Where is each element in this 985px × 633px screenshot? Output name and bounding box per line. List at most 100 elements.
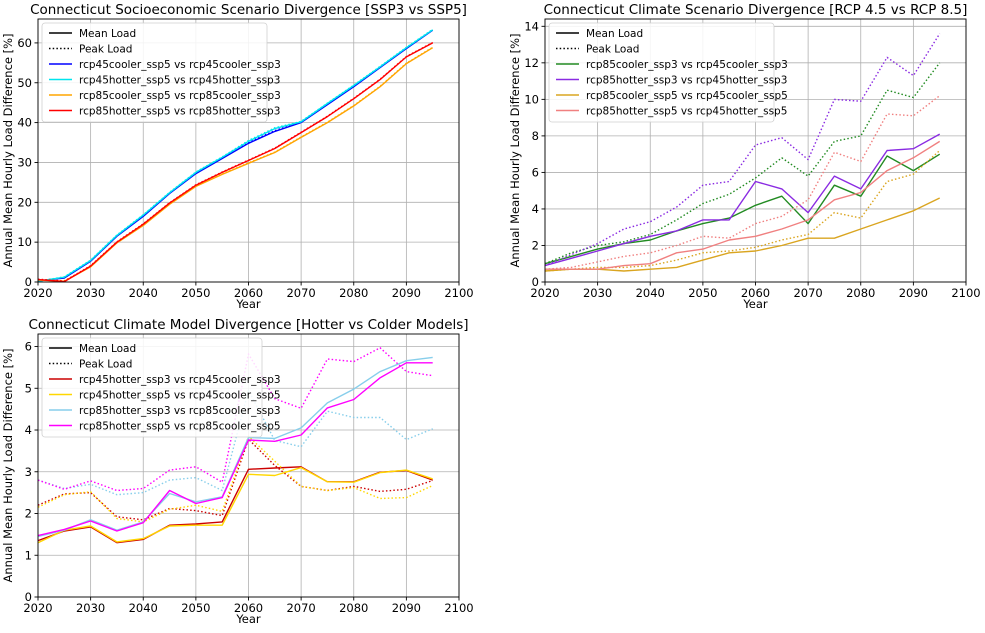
- y-tick-label: 10: [524, 92, 539, 106]
- legend-entry: rcp45hotter_ssp5 vs rcp45hotter_ssp3: [79, 75, 280, 87]
- x-tick-label: 2060: [741, 286, 770, 300]
- y-tick-label: 8: [532, 129, 539, 143]
- y-tick-label: 2: [532, 238, 539, 252]
- legend-entry: rcp85cooler_ssp5 vs rcp45cooler_ssp5: [586, 90, 788, 102]
- legend-box: [41, 337, 263, 438]
- series-line-mean-5: [544, 197, 941, 272]
- series-line-peak-8: [37, 347, 433, 492]
- y-tick-label: 4: [25, 423, 32, 437]
- y-tick-label: 20: [17, 195, 32, 209]
- series-line-peak-4: [37, 435, 433, 523]
- x-tick-label: 2080: [846, 286, 875, 300]
- legend-entry: rcp85hotter_ssp5 vs rcp85cooler_ssp5: [79, 421, 281, 433]
- legend-entry: rcp85cooler_ssp3 vs rcp45cooler_ssp3: [586, 59, 788, 71]
- x-tick-label: 2050: [688, 286, 717, 300]
- legend-entry: Mean Load: [586, 28, 643, 40]
- series-line-peak-8: [544, 95, 941, 270]
- series-line-peak-4: [544, 33, 941, 267]
- legend-entry: Peak Load: [79, 44, 132, 56]
- y-tick-label: 10: [17, 235, 32, 249]
- y-tick-label: 14: [524, 19, 539, 33]
- chart-title: Connecticut Climate Scenario Divergence …: [544, 2, 968, 18]
- x-tick-label: 2040: [129, 286, 158, 300]
- series-line-peak-8: [37, 41, 434, 282]
- y-tick-label: 3: [25, 465, 32, 479]
- series-line-mean-7: [37, 362, 433, 537]
- legend-entry: rcp85hotter_ssp5 vs rcp85hotter_ssp3: [79, 106, 280, 118]
- series-line-peak-4: [37, 28, 434, 282]
- x-tick-label: 2100: [951, 286, 980, 300]
- legend-entry: rcp85hotter_ssp3 vs rcp85cooler_ssp3: [79, 405, 281, 417]
- x-tick-label: 2030: [76, 286, 105, 300]
- x-tick-label: 2020: [23, 601, 52, 615]
- series-line-peak-6: [544, 149, 941, 272]
- y-tick-label: 6: [25, 340, 32, 354]
- series-line-mean-1: [37, 466, 433, 544]
- legend-entry: rcp85hotter_ssp5 vs rcp45hotter_ssp5: [586, 106, 787, 118]
- y-tick-label: 0: [532, 275, 539, 289]
- y-axis-label: Annual Mean Hourly Load Difference [%]: [1, 33, 15, 267]
- series-line-mean-7: [545, 140, 941, 270]
- x-tick-label: 2090: [392, 286, 421, 300]
- x-tick-label: 2060: [234, 286, 263, 300]
- legend-entry: Peak Load: [79, 359, 132, 371]
- legend-box: [548, 22, 775, 123]
- x-tick-label: 2090: [392, 601, 421, 615]
- x-tick-label: 2050: [181, 601, 210, 615]
- series-line-mean-3: [544, 133, 941, 267]
- legend-entry: Mean Load: [79, 28, 136, 40]
- x-tick-label: 2080: [339, 601, 368, 615]
- chart-title: Connecticut Socioeconomic Scenario Diver…: [30, 2, 467, 18]
- y-tick-label: 1: [25, 548, 32, 562]
- x-tick-label: 2060: [234, 601, 263, 615]
- x-tick-label: 2020: [530, 286, 559, 300]
- series-line-mean-1: [544, 153, 941, 265]
- legend: Mean Load Peak Load rcp85cooler_ssp3 vs rc…: [548, 22, 788, 123]
- x-axis-label: Year: [742, 297, 768, 311]
- y-tick-label: 50: [17, 76, 32, 90]
- x-tick-label: 2100: [444, 286, 473, 300]
- y-tick-label: 60: [17, 36, 32, 50]
- x-axis-label: Year: [235, 297, 261, 311]
- legend-entry: rcp45hotter_ssp5 vs rcp45cooler_ssp5: [79, 390, 281, 402]
- legend-entry: rcp45cooler_ssp5 vs rcp45cooler_ssp3: [79, 59, 281, 71]
- legend-entry: rcp45hotter_ssp3 vs rcp45cooler_ssp3: [79, 374, 281, 386]
- x-tick-label: 2070: [286, 601, 315, 615]
- legend-entry: rcp85cooler_ssp5 vs rcp85cooler_ssp3: [79, 90, 281, 102]
- chart-panel-2: 2020 2030 2040 2050 2060 2070 2080 2090 2100 0 2 4 6…: [508, 2, 981, 311]
- y-tick-label: 4: [532, 202, 539, 216]
- x-tick-label: 2020: [23, 286, 52, 300]
- x-tick-label: 2070: [286, 286, 315, 300]
- legend-box: [41, 22, 268, 123]
- y-tick-label: 5: [25, 381, 32, 395]
- x-tick-label: 2040: [129, 601, 158, 615]
- y-axis-label: Annual Mean Hourly Load Difference [%]: [508, 33, 522, 267]
- legend-entry: Peak Load: [586, 44, 639, 56]
- chart-panel-1: 2020 2030 2040 2050 2060 2070 2080 2090 21000102…: [1, 2, 474, 311]
- x-tick-label: 2100: [444, 601, 473, 615]
- chart-title: Connecticut Climate Model Divergence [Ho…: [28, 317, 468, 333]
- x-tick-label: 2030: [583, 286, 612, 300]
- x-tick-label: 2050: [181, 286, 210, 300]
- y-tick-label: 40: [17, 116, 32, 130]
- y-axis-label: Annual Mean Hourly Load Difference [%]: [1, 348, 15, 582]
- legend: Mean Load Peak Load rcp45hotter_ssp3 vs rc…: [41, 337, 281, 438]
- legend-entry: Mean Load: [79, 343, 136, 355]
- legend: Mean Load Peak Load rcp45cooler_ssp5 vs rc…: [41, 22, 281, 123]
- x-tick-label: 2090: [899, 286, 928, 300]
- series-line-peak-6: [37, 389, 433, 496]
- x-tick-label: 2040: [636, 286, 665, 300]
- y-tick-label: 12: [524, 56, 539, 70]
- y-tick-label: 0: [25, 275, 32, 289]
- y-tick-label: 6: [532, 165, 539, 179]
- x-tick-label: 2070: [793, 286, 822, 300]
- y-tick-label: 30: [17, 155, 32, 169]
- x-axis-label: Year: [235, 612, 261, 626]
- series-line-mean-3: [37, 466, 433, 544]
- chart-panel-3: 2020 2030 2040 2050 2060 2070 2080 2090 2100 0 1 2 3…: [1, 317, 474, 626]
- y-tick-label: 2: [25, 507, 32, 521]
- x-tick-label: 2030: [76, 601, 105, 615]
- x-tick-label: 2080: [339, 286, 368, 300]
